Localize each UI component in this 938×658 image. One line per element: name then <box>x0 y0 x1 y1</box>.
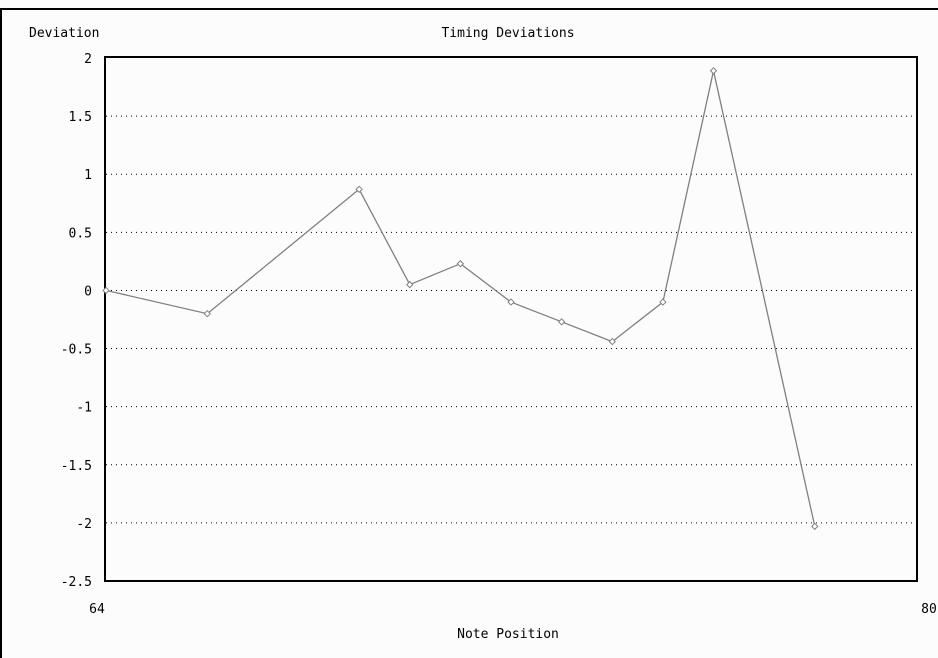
y-tick-label: -1.5 <box>61 459 92 474</box>
y-tick-label: 0.5 <box>69 226 92 241</box>
y-tick-label: 0 <box>84 284 92 299</box>
x-axis-label: Note Position <box>457 627 559 642</box>
data-point-marker <box>811 522 819 531</box>
y-tick-label: -0.5 <box>61 343 92 358</box>
plot-area <box>104 56 918 582</box>
tick-labels: 2 1.5 1 0.5 0 -0.5 -1 -1.5 -2 -2.5 64 80 <box>61 52 937 617</box>
data-point-marker <box>102 286 110 295</box>
chart-title: Timing Deviations <box>441 26 574 41</box>
data-point-marker <box>659 298 667 306</box>
y-axis-label: Deviation <box>29 26 99 41</box>
y-tick-label: 1.5 <box>69 110 92 125</box>
y-tick-label: 1 <box>84 168 92 183</box>
data-point-marker <box>203 309 211 318</box>
data-point-marker <box>355 185 363 194</box>
data-point-marker <box>507 298 515 306</box>
data-point-marker <box>406 280 414 289</box>
series-line <box>105 70 816 527</box>
grid <box>106 115 916 524</box>
x-tick-label: 64 <box>89 602 105 617</box>
data-point-marker <box>608 337 616 346</box>
data-point-marker <box>557 318 566 326</box>
data-point-marker <box>456 260 465 268</box>
y-tick-label: -1 <box>76 401 92 416</box>
y-tick-label: -2.5 <box>61 575 92 590</box>
x-tick-label: 80 <box>921 602 937 617</box>
series-0 <box>102 67 819 531</box>
data-point-marker <box>709 67 718 75</box>
y-tick-label: 2 <box>84 52 92 67</box>
y-tick-label: -2 <box>76 517 92 532</box>
